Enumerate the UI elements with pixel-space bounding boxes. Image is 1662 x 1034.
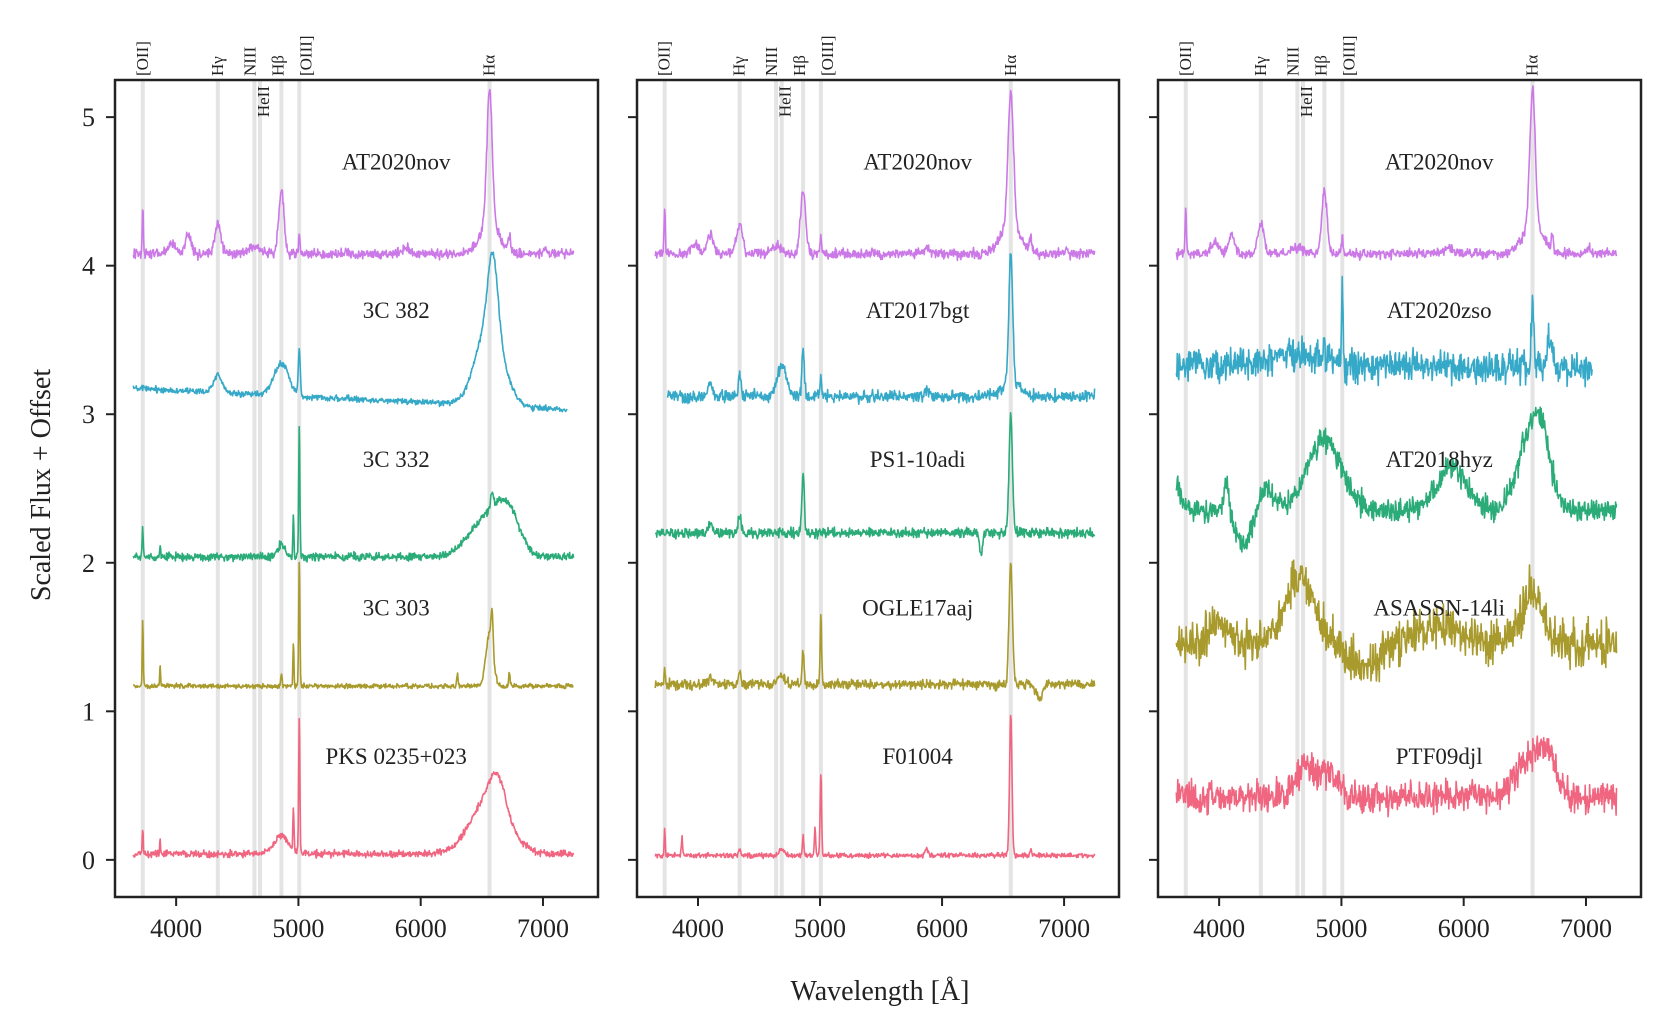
y-tick-label-5: 5 bbox=[82, 103, 95, 132]
y-tick-label-4: 4 bbox=[82, 252, 95, 281]
series-line-3c-382-left bbox=[132, 251, 568, 413]
y-tick-label-3: 3 bbox=[82, 400, 95, 429]
series-label-ptf09djl-right: PTF09djl bbox=[1396, 744, 1483, 769]
line-label-niii-left: NIII bbox=[240, 46, 259, 76]
line-label-niii-right: NIII bbox=[1283, 46, 1302, 76]
series-label-ogle17aaj-middle: OGLE17aaj bbox=[862, 595, 973, 620]
x-tick-label-6000-left: 6000 bbox=[395, 914, 447, 943]
line-label-h-middle: Hα bbox=[1001, 55, 1020, 76]
x-tick-label-5000-right: 5000 bbox=[1315, 914, 1367, 943]
series-label-asassn-14li-right: ASASSN-14li bbox=[1373, 595, 1505, 620]
series-label-at2020zso-right: AT2020zso bbox=[1387, 298, 1492, 323]
line-label-h-right: Hβ bbox=[1311, 55, 1330, 76]
line-label-heii-middle: HeII bbox=[776, 86, 795, 117]
line-label-oiii-left: [OIII] bbox=[296, 35, 315, 76]
axes-frame-left bbox=[113, 78, 600, 899]
line-label-oii-right: [OII] bbox=[1176, 41, 1195, 76]
series-line-at2020nov-right bbox=[1175, 85, 1618, 261]
line-label-h-left: Hα bbox=[480, 55, 499, 76]
line-label-h-middle: Hγ bbox=[730, 56, 749, 76]
x-tick-label-7000-left: 7000 bbox=[517, 914, 569, 943]
series-line-at2020nov-left bbox=[132, 88, 575, 261]
series-line-3c-332-left bbox=[132, 425, 575, 563]
series-line-at2020nov-middle bbox=[654, 89, 1096, 262]
series-line-at2017bgt-middle bbox=[666, 253, 1096, 405]
series-line-pks-0235-023-left bbox=[132, 717, 575, 859]
x-tick-label-5000-left: 5000 bbox=[272, 914, 324, 943]
series-line-at2020zso-right bbox=[1175, 275, 1593, 388]
line-label-h-left: Hβ bbox=[268, 55, 287, 76]
series-label-at2018hyz-right: AT2018hyz bbox=[1386, 447, 1493, 472]
y-tick-label-0: 0 bbox=[82, 846, 95, 875]
line-label-oiii-right: [OIII] bbox=[1339, 35, 1358, 76]
x-tick-label-4000-middle: 4000 bbox=[672, 914, 724, 943]
line-label-h-right: Hα bbox=[1523, 55, 1542, 76]
x-tick-label-7000-middle: 7000 bbox=[1038, 914, 1090, 943]
series-label-3c-382-left: 3C 382 bbox=[363, 298, 430, 323]
axes-frame-middle bbox=[635, 78, 1121, 899]
y-tick-label-2: 2 bbox=[82, 549, 95, 578]
series-label-at2020nov-right: AT2020nov bbox=[1385, 150, 1494, 175]
line-label-h-left: Hγ bbox=[208, 56, 227, 76]
y-axis-title: Scaled Flux + Offset bbox=[26, 369, 57, 601]
y-tick-label-1: 1 bbox=[82, 697, 95, 726]
line-label-h-right: Hγ bbox=[1251, 56, 1270, 76]
x-tick-label-6000-middle: 6000 bbox=[916, 914, 968, 943]
series-label-at2020nov-middle: AT2020nov bbox=[863, 150, 972, 175]
series-line-ps1-10adi-middle bbox=[654, 412, 1096, 557]
series-label-f01004-middle: F01004 bbox=[883, 744, 954, 769]
series-line-3c-303-left bbox=[133, 561, 574, 690]
line-label-heii-right: HeII bbox=[1297, 86, 1316, 117]
x-tick-label-4000-left: 4000 bbox=[150, 914, 202, 943]
series-label-ps1-10adi-middle: PS1-10adi bbox=[870, 447, 966, 472]
series-line-ogle17aaj-middle bbox=[654, 562, 1096, 702]
line-label-niii-middle: NIII bbox=[762, 46, 781, 76]
line-label-heii-left: HeII bbox=[254, 86, 273, 117]
line-label-oiii-middle: [OIII] bbox=[818, 35, 837, 76]
line-label-oii-left: [OII] bbox=[133, 41, 152, 76]
x-tick-label-4000-right: 4000 bbox=[1193, 914, 1245, 943]
series-label-at2020nov-left: AT2020nov bbox=[342, 150, 451, 175]
series-line-at2018hyz-right bbox=[1175, 406, 1618, 553]
x-tick-label-7000-right: 7000 bbox=[1560, 914, 1612, 943]
panels: [OII] Hγ HeII NIII Hβ [OIII] Hα AT2020nov 3C 382… bbox=[82, 35, 1643, 943]
series-line-asassn-14li-right bbox=[1175, 559, 1618, 683]
series-line-ptf09djl-right bbox=[1175, 735, 1618, 818]
x-axis-title: Wavelength [Å] bbox=[791, 976, 970, 1007]
line-label-oii-middle: [OII] bbox=[655, 41, 674, 76]
x-tick-label-5000-middle: 5000 bbox=[794, 914, 846, 943]
series-label-at2017bgt-middle: AT2017bgt bbox=[866, 298, 970, 323]
panel-middle: [OII] Hγ HeII NIII Hβ [OIII] Hα AT2020nov AT2017… bbox=[628, 35, 1121, 943]
series-line-f01004-middle bbox=[654, 714, 1096, 860]
x-tick-label-6000-right: 6000 bbox=[1438, 914, 1490, 943]
line-label-h-middle: Hβ bbox=[790, 55, 809, 76]
panel-right: [OII] Hγ HeII NIII Hβ [OIII] Hα AT2020nov AT2020… bbox=[1149, 35, 1643, 943]
series-label-3c-332-left: 3C 332 bbox=[363, 447, 430, 472]
axes-frame-right bbox=[1156, 78, 1643, 899]
series-label-3c-303-left: 3C 303 bbox=[363, 595, 430, 620]
series-label-pks-0235-023-left: PKS 0235+023 bbox=[326, 744, 467, 769]
panel-left: [OII] Hγ HeII NIII Hβ [OIII] Hα AT2020nov 3C 382… bbox=[82, 35, 600, 943]
